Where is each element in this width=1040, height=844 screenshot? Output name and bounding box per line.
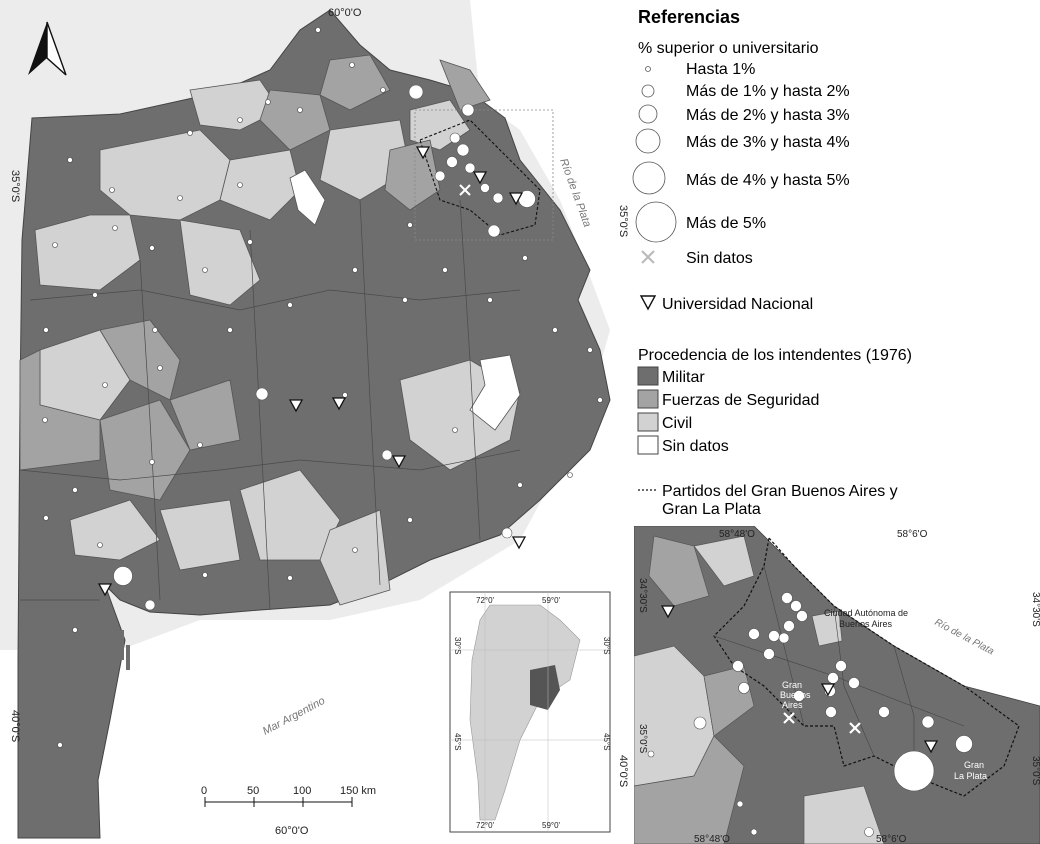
legend-no-data: Sin datos [686, 250, 753, 267]
size-item-5: Más de 4% y hasta 5% [686, 172, 850, 189]
inset-caba-line1: Ciudad Autónoma de [824, 608, 908, 618]
legend-gba-line2: Gran La Plata [662, 501, 761, 518]
inset-coord-right-2: 35°0'S [1030, 756, 1040, 786]
legend-gba-line1: Partidos del Gran Buenos Aires y [662, 483, 898, 500]
inset-coord-bottom-2: 58°6'O [876, 834, 907, 844]
legend-size-title: % superior o universitario [638, 40, 819, 57]
main-map: 60°0'O 60°0'O 35°0'S 40°0'S 35°0'S 40°0'… [0, 0, 628, 844]
swatch-militar [637, 366, 659, 386]
inset-university-markers [660, 605, 939, 754]
coord-left-2: 40°0'S [9, 710, 21, 742]
legend-title: Referencias [638, 7, 740, 27]
legend-university: Universidad Nacional [662, 296, 813, 313]
university-markers [97, 146, 527, 597]
size-item-2: Más de 1% y hasta 2% [686, 83, 850, 100]
inset-glp-line2: La Plata [954, 771, 987, 781]
size-item-6: Más de 5% [686, 215, 766, 232]
locator-coord-top-left: 72°0' [476, 596, 495, 605]
coord-right-2: 40°0'S [617, 755, 628, 787]
coord-top: 60°0'O [328, 7, 362, 19]
coord-bottom: 60°0'O [275, 825, 309, 837]
inset-sw-district [634, 735, 745, 844]
scale-tick-150: 150 km [340, 785, 376, 797]
fill-item-sin-datos: Sin datos [662, 438, 729, 455]
inset-coord-right-1: 34°30'S [1030, 592, 1040, 627]
no-data-cross-icon [641, 250, 655, 264]
no-data-marker [459, 184, 471, 196]
locator-coord-right-1: 30°S [602, 637, 611, 654]
locator-map: 72°0' 59°0' 72°0' 59°0' 30°S 45°S 30°S 4… [449, 591, 611, 833]
size-item-3: Más de 2% y hasta 3% [686, 107, 850, 124]
fill-item-seguridad: Fuerzas de Seguridad [662, 392, 819, 409]
locator-coord-bottom-left: 72°0' [476, 821, 495, 830]
legend-fill-title: Procedencia de los intendentes (1976) [638, 347, 912, 364]
gba-outline [419, 119, 541, 236]
coord-left-1: 35°0'S [9, 170, 21, 202]
inset-gba-line2: Buenos [780, 690, 811, 700]
locator-coord-left-2: 45°S [453, 733, 462, 750]
small-point-markers [42, 27, 603, 748]
inset-water [754, 526, 1040, 706]
inset-gba-line1: Gran [782, 680, 802, 690]
inset-coord-top-2: 58°6'O [897, 529, 928, 540]
university-triangle-icon [639, 295, 657, 311]
inset-frame [414, 109, 554, 241]
inset-coord-left-1: 34°30'S [637, 578, 648, 613]
inset-glp-line1: Gran [964, 760, 984, 770]
scale-tick-50: 50 [247, 785, 259, 797]
scale-tick-100: 100 [293, 785, 311, 797]
fill-item-militar: Militar [662, 369, 705, 386]
inset-coord-left-2: 35°0'S [637, 724, 648, 754]
inset-map: 58°48'O 58°6'O 58°48'O 58°6'O 34°30'S 35… [634, 526, 1040, 844]
inset-civil-districts [634, 535, 885, 844]
inset-caba-line2: Buenos Aires [839, 619, 893, 629]
locator-coord-left-1: 30°S [453, 637, 462, 654]
scale-bar: 0 50 100 150 km [201, 785, 376, 807]
coast-islands [118, 630, 130, 670]
district-borders [19, 199, 521, 611]
inset-coord-bottom-1: 58°48'O [694, 834, 730, 844]
legend: Referencias % superior o universitario H… [628, 0, 1040, 520]
security-districts [19, 54, 491, 501]
coord-right-1: 35°0'S [617, 205, 628, 237]
size-item-1: Hasta 1% [686, 61, 755, 78]
scale-tick-0: 0 [201, 785, 207, 797]
swatch-civil [637, 412, 659, 432]
size-item-4: Más de 3% y hasta 4% [686, 134, 850, 151]
inset-no-data-markers [783, 712, 861, 734]
swatch-seguridad [637, 389, 659, 409]
north-arrow-icon [28, 21, 67, 76]
fill-item-civil: Civil [662, 415, 692, 432]
locator-coord-top-right: 59°0' [542, 596, 561, 605]
inset-gba-line3: Aires [782, 700, 803, 710]
swatch-sin-datos [637, 435, 659, 455]
no-data-districts [289, 169, 521, 431]
locator-coord-bottom-right: 59°0' [542, 821, 561, 830]
locator-coord-right-2: 45°S [602, 733, 611, 750]
size-legend-symbols [632, 66, 677, 243]
large-point-markers [113, 84, 536, 611]
inset-coord-top-1: 58°48'O [719, 529, 755, 540]
